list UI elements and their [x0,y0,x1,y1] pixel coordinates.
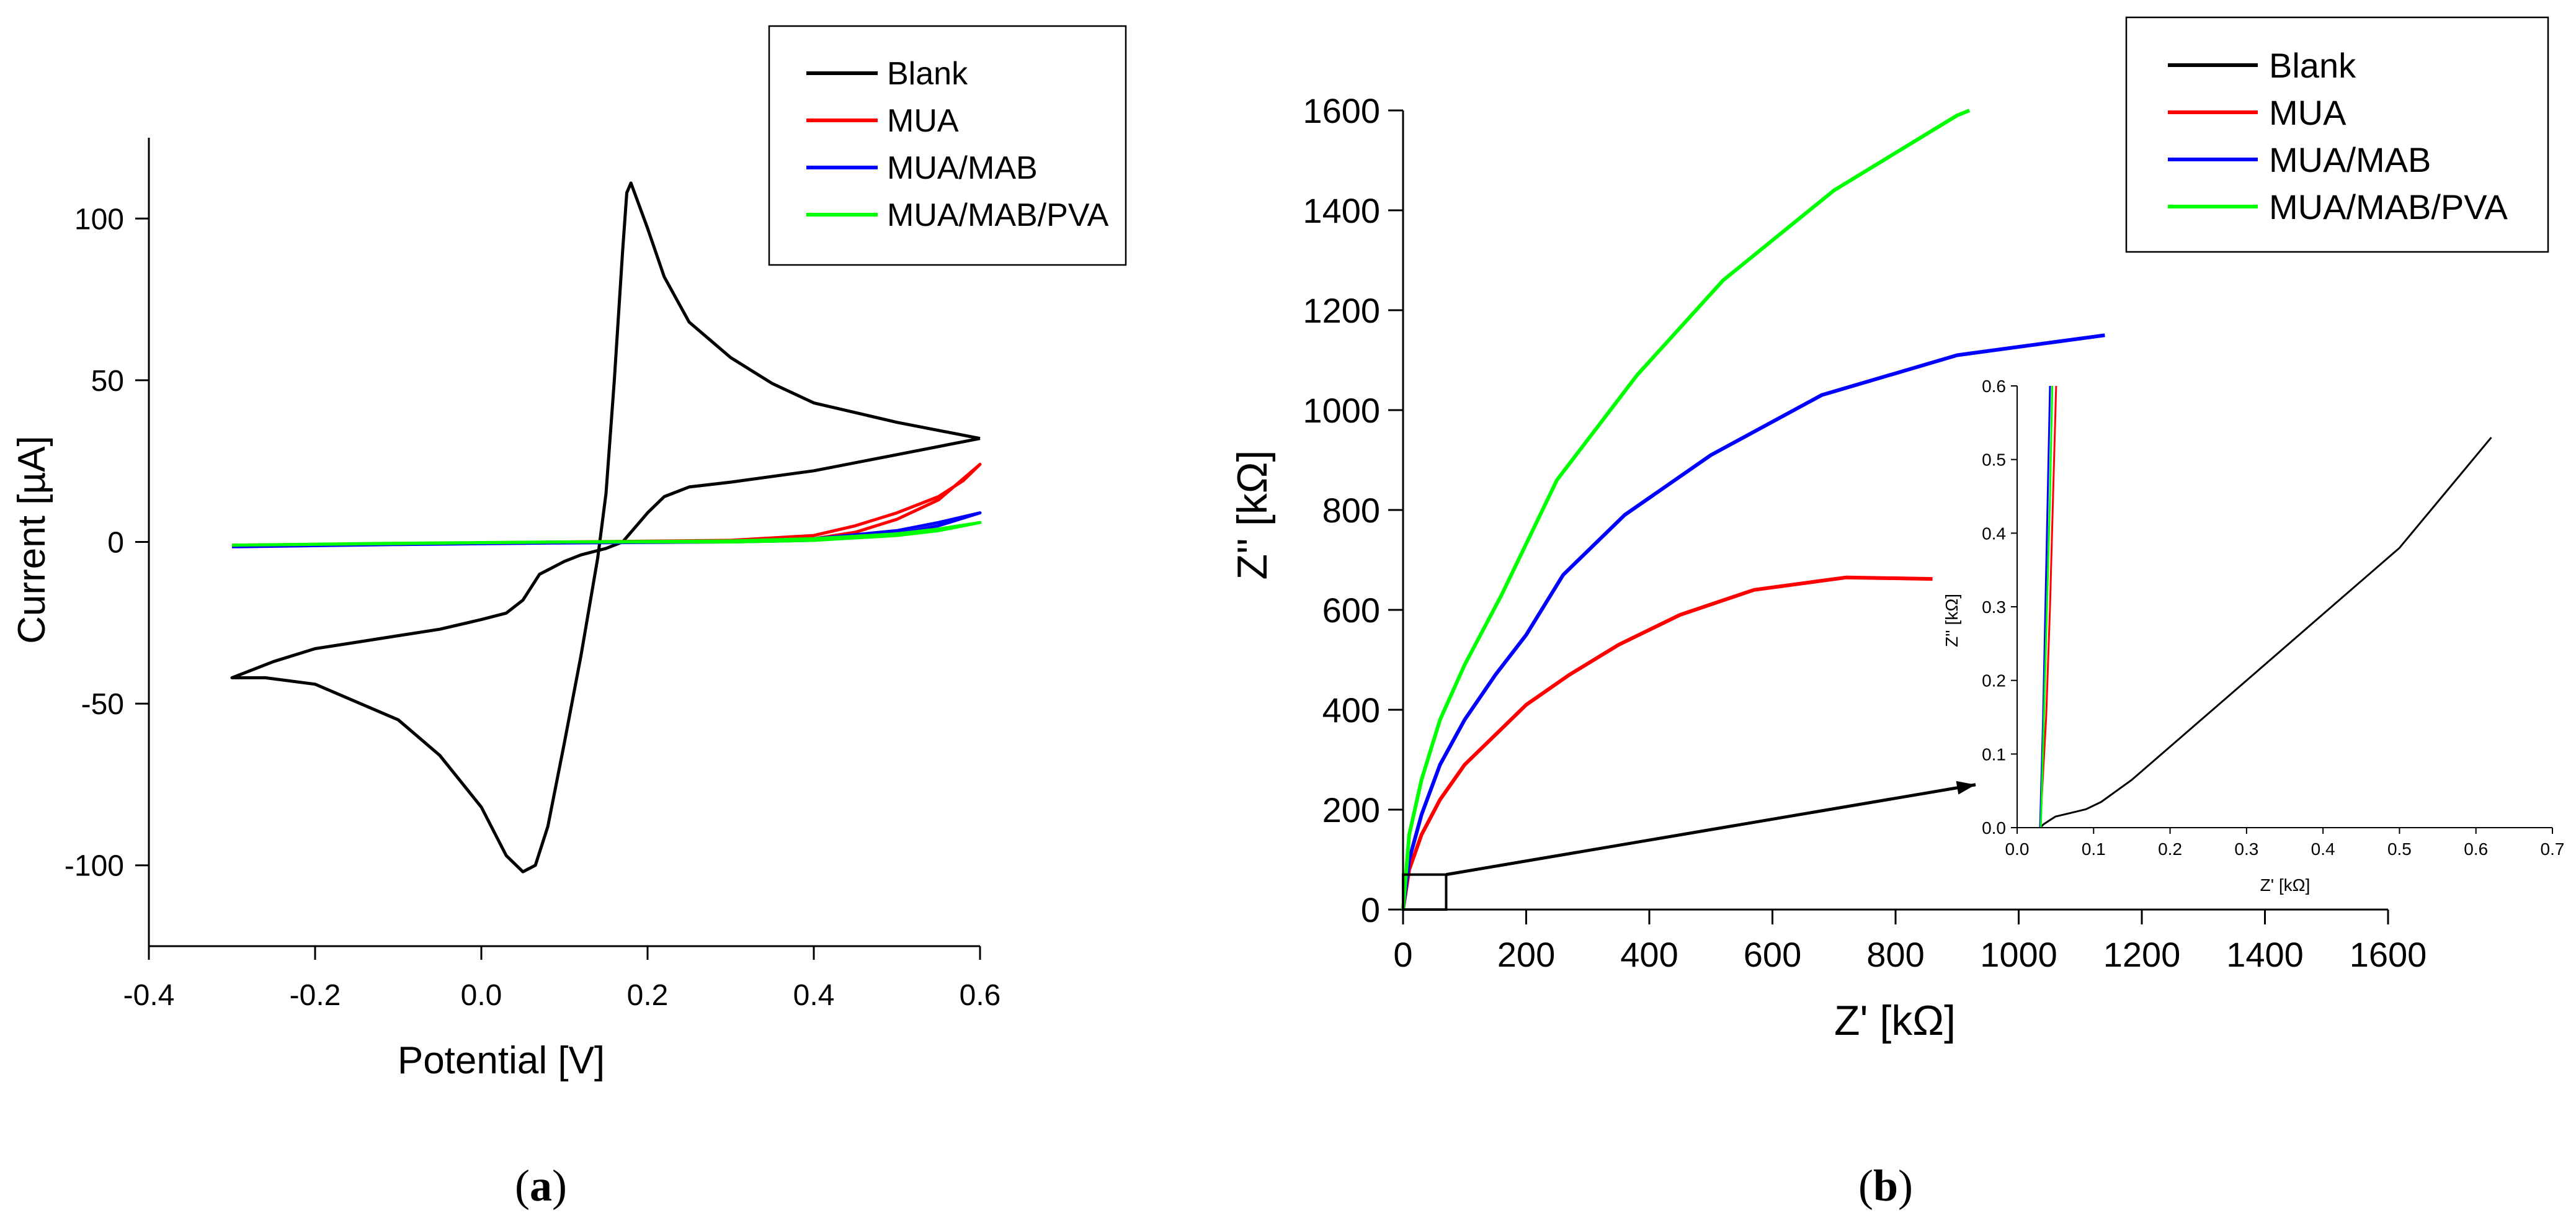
panel-b-legend-label: Blank [2269,46,2356,85]
panel-b-zoom-box [1402,873,1448,911]
panel-a-legend-label: MUA/MAB/PVA [887,197,1109,233]
panel-b-series-line [1401,575,1933,910]
inset-y-tick-label: 0.1 [1982,745,2006,764]
panel-b-y-tick-label: 0 [1361,890,1380,929]
inset-y-tick-label: 0.2 [1982,671,2006,691]
panel-b-y-tick-label: 200 [1322,790,1380,830]
panel-a-legend-label: MUA [887,103,959,139]
panel-a-x-tick-label: -0.4 [123,979,175,1012]
panel-b-y-tick-label: 800 [1322,491,1380,530]
panel-b-zoom-arrowhead [1956,780,1976,795]
inset-series-line [2039,385,2054,828]
panel-b-series-line [1401,333,2105,910]
panel-a-x-label: Potential [V] [398,1039,605,1082]
panel-b-y-tick-label: 600 [1322,591,1380,630]
panel-b-legend-box [2125,16,2549,253]
inset-x-label: Z' [kΩ] [2260,875,2311,895]
inset-series-line [2039,437,2492,829]
panel-b-zoom-arrow [1446,783,1976,877]
panel-b-y-tick-label: 1600 [1303,91,1380,130]
panel-a-legend-box [768,25,1127,266]
inset-y-tick-label: 0.3 [1982,597,2006,617]
inset-x-tick-label: 0.3 [2234,839,2258,859]
panel-a-series-line [231,521,982,547]
inset-x-tick-label: 0.6 [2464,839,2488,859]
panel-b-x-tick-label: 1600 [2350,935,2427,974]
panel-a-x-tick-label: 0.0 [461,979,502,1012]
inset-y-tick-label: 0.0 [1982,818,2006,838]
panel-b-series [1401,109,2105,911]
inset-x-tick-label: 0.7 [2541,839,2565,859]
panel-a-axes [148,138,980,947]
panel-b-legend-label: MUA/MAB [2269,140,2431,179]
inset-background [2017,386,2552,828]
panel-a-ticks: -0.4 -0.2 0.0 0.2 0.4 0.6 -100 -50 0 50 100 [65,203,1001,1012]
panel-a-y-tick-label: -100 [65,850,124,883]
inset-x-tick-label: 0.1 [2082,839,2106,859]
panel-a-series [230,181,982,874]
panel-a-x-tick-label: 0.6 [960,979,1001,1012]
panel-b-x-tick-label: 200 [1497,935,1555,974]
inset-x-tick-label: 0.4 [2311,839,2335,859]
panel-a-y-tick-label: 50 [91,365,124,398]
inset-y-label: Z'' [kΩ] [1942,594,1961,647]
panel-a-y-tick-label: 100 [74,203,124,236]
panel-b-y-tick-label: 400 [1322,691,1380,730]
panel-b-y-tick-label: 1200 [1303,291,1380,330]
panel-a-legend-label: MUA/MAB [887,150,1038,186]
panel-b-x-tick-label: 1200 [2103,935,2181,974]
panel-a-y-label: Current [µA] [11,436,53,644]
panel-b-x-tick-label: 800 [1866,935,1924,974]
panel-a-caption: (a) [515,1161,567,1210]
panel-b-y-tick-label: 1000 [1303,391,1380,430]
panel-b-x-tick-label: 600 [1744,935,1801,974]
inset-x-tick-label: 0.5 [2387,839,2412,859]
panel-a-x-tick-label: -0.2 [290,979,341,1012]
panel-a-cv-chart: -0.4 -0.2 0.0 0.2 0.4 0.6 -100 -50 0 50 100 Potent… [11,25,1127,1210]
panel-a-legend: Blank MUA MUA/MAB MUA/MAB/PVA [768,25,1127,266]
panel-b-x-tick-label: 0 [1393,935,1412,974]
inset-y-tick-label: 0.6 [1982,377,2006,396]
panel-a-x-tick-label: 0.4 [793,979,835,1012]
panel-b-series-line [1401,109,1971,910]
panel-b-x-tick-label: 400 [1620,935,1678,974]
panel-b-axes [1402,110,2388,911]
panel-a-legend-label: Blank [887,56,968,92]
inset-series [2039,385,2492,829]
panel-b-ticks: 0 200 400 600 800 1000 1200 1400 1600 0 200 400 600 8… [1303,91,2427,974]
panel-a-series-line [230,181,981,874]
panel-b-legend: Blank MUA MUA/MAB MUA/MAB/PVA [2125,16,2549,253]
panel-b-inset: 0.0 0.1 0.2 0.3 0.4 0.5 0.6 0.7 0.0 0.1 0.2 0.3 0.4 0… [1942,377,2564,895]
panel-a-y-tick-label: 0 [107,527,124,560]
panel-b-legend-label: MUA [2269,93,2346,132]
panel-a-y-tick-label: -50 [81,688,124,721]
panel-a-x-tick-label: 0.2 [627,979,669,1012]
inset-ticks: 0.0 0.1 0.2 0.3 0.4 0.5 0.6 0.7 0.0 0.1 0.2 0.3 0.4 0… [1982,377,2564,859]
panel-b-x-tick-label: 1400 [2226,935,2304,974]
panel-b-y-label: Z'' [kΩ] [1229,450,1276,579]
inset-x-tick-label: 0.0 [2005,839,2030,859]
inset-series-line [2039,385,2057,828]
panel-b-x-tick-label: 1000 [1980,935,2057,974]
panel-b-zoom-indicator [1402,780,1976,911]
panel-b-y-tick-label: 1400 [1303,191,1380,230]
inset-y-tick-label: 0.4 [1982,524,2006,543]
inset-y-tick-label: 0.5 [1982,450,2006,470]
inset-x-tick-label: 0.2 [2158,839,2182,859]
panel-b-x-label: Z' [kΩ] [1834,997,1956,1044]
panel-b-caption: (b) [1858,1161,1913,1210]
panel-b-legend-label: MUA/MAB/PVA [2269,187,2508,226]
panel-b-nyquist-chart: 0 200 400 600 800 1000 1200 1400 1600 0 200 400 600 8… [1229,16,2564,1210]
